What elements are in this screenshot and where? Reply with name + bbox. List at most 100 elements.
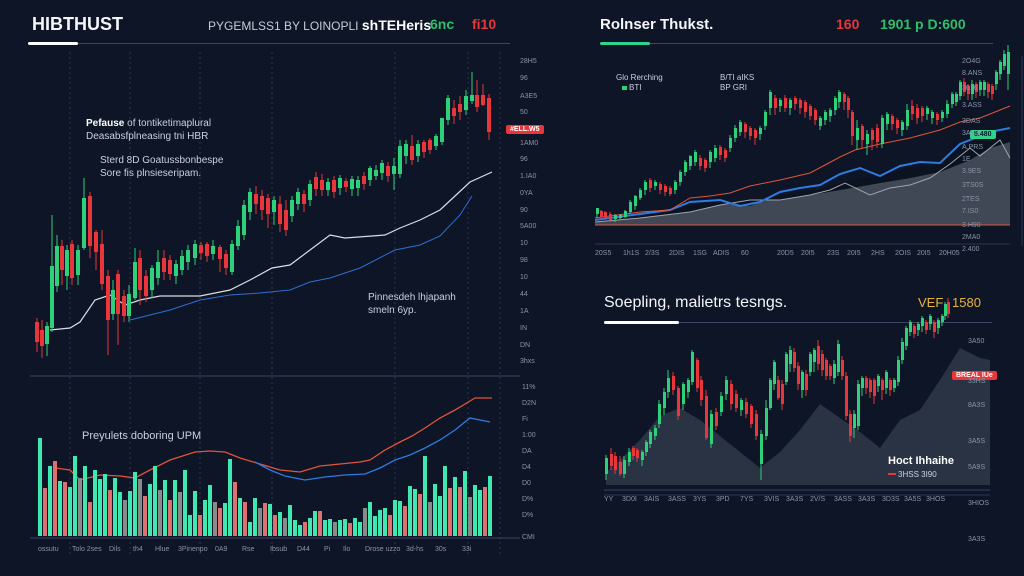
legend-1-sub: BTI <box>629 83 642 92</box>
x-tick: 3d-hs <box>406 546 424 553</box>
x-tick: 3PD <box>716 496 730 503</box>
annotation-2-line1: Sterd 8D Goatussbonbespe <box>100 155 224 166</box>
x-tick: 2OIS <box>895 250 911 257</box>
y-tick: 2O4G <box>962 58 981 65</box>
right-bottom-x-axis: YY 3D0I 3AIS 3ASS 3YS 3PD 7YS 3VIS 3A3S … <box>604 496 990 508</box>
right-bottom-tab-active-indicator[interactable] <box>604 321 679 324</box>
left-volume-chart <box>38 438 492 536</box>
right-top-x-axis: 20S5 1h1S 2/3S 2DIS 1SG ADIS 60 20D5 20I… <box>595 250 1015 262</box>
x-tick: 3A3S <box>786 496 804 503</box>
legend-swatch <box>888 473 896 476</box>
y-tick: 3.ASS <box>962 102 982 109</box>
right-bottom-chart-panel: Soepling, malietrs tesngs. VEF 1580 <box>580 280 1024 576</box>
y-tick: 28H5 <box>520 58 537 65</box>
right-top-y-axis: 2O4G 8.ANS 3016 3.ASS 3DAS 3A8S A.PRS 1E… <box>962 58 1024 253</box>
y-tick: 33HS <box>968 378 986 385</box>
x-tick: 2V/S <box>810 496 826 503</box>
x-tick: 2/3S <box>645 250 660 257</box>
y-tick: D4 <box>522 464 531 471</box>
left-tab-active-indicator[interactable] <box>28 42 78 45</box>
x-tick: 1SG <box>693 250 708 257</box>
right-top-tab-active-indicator[interactable] <box>600 42 650 45</box>
volume-x-axis: ossutu Tolo 2ses Dils th4 Hlue 3Pinenpo … <box>36 546 516 558</box>
annotation-1-line1: of tontiketimaplural <box>124 118 212 129</box>
right-bottom-stat-value: 1580 <box>952 295 981 310</box>
y-tick: 7.IS0 <box>962 208 979 215</box>
y-tick: D0 <box>522 480 531 487</box>
y-tick: 3016 <box>962 85 978 92</box>
left-stat-red: fi10 <box>472 16 497 32</box>
x-tick: 3Pinenpo <box>178 546 208 553</box>
y-tick: D% <box>522 496 534 503</box>
left-price-chart <box>30 52 520 555</box>
x-tick: Ilo <box>343 546 351 553</box>
x-tick: 7YS <box>740 496 754 503</box>
annotation-1-line2: Deasabsfplneasing tni HBR <box>86 130 209 142</box>
annotation-1-bold: Pefause <box>86 118 125 129</box>
y-tick: 5A9S <box>968 464 986 471</box>
x-tick: 3A3S <box>858 496 876 503</box>
y-tick: 96 <box>520 75 528 82</box>
y-tick: 3A50 <box>968 338 985 345</box>
left-stat-green: 6nc <box>430 16 455 32</box>
x-tick: 0A9 <box>215 546 228 553</box>
x-tick: 20I5 <box>917 250 931 257</box>
right-bottom-title: Soepling, malietrs tesngs. <box>604 294 788 311</box>
left-price-tag: #ELL.W5 <box>506 125 544 134</box>
y-tick: 10 <box>520 240 528 247</box>
x-tick: 3ASS <box>668 496 686 503</box>
x-tick: 3D3S <box>882 496 900 503</box>
volume-title: Preyulets doboring UPM <box>82 430 202 442</box>
x-tick: 2DIS <box>669 250 685 257</box>
legend-1-swatch <box>622 86 627 90</box>
left-panel-subtitle: PYGEMLSS1 BY LOINOPLI shTEHeris <box>208 17 431 33</box>
y-tick: 3.H90 <box>962 222 981 229</box>
right-top-price-chart <box>594 45 1023 246</box>
y-tick: 1E <box>962 156 971 163</box>
right-bottom-tab-divider <box>604 322 992 323</box>
annotation-3-line2: smeln 6yp. <box>368 304 417 316</box>
x-tick: 3AIS <box>644 496 660 503</box>
legend-sub: 3HSS 3I90 <box>898 469 937 479</box>
x-tick: 60 <box>741 250 749 257</box>
x-tick: 3HOS <box>926 496 946 503</box>
y-tick: 1.IA0 <box>520 173 537 180</box>
x-tick: 20D5 <box>777 250 794 257</box>
right-top-legend-1: Glo Rerching BTI <box>616 73 663 93</box>
y-tick: 3TS0S <box>962 182 984 189</box>
right-top-stat-green: 1901 p D:600 <box>880 16 966 32</box>
x-tick: ADIS <box>713 250 730 257</box>
x-tick: Dils <box>109 546 121 553</box>
annotation-3-line1: Pinnesdeh lhjapanh <box>368 292 456 303</box>
y-tick: 3A8S <box>962 130 980 137</box>
y-tick: 3.9ES <box>962 168 982 175</box>
y-tick: 2.400 <box>962 246 980 253</box>
y-tick: 5A00 <box>520 223 537 230</box>
right-top-tab-divider <box>600 43 993 44</box>
y-tick: 0YA <box>520 190 533 197</box>
left-annotation-3: Pinnesdeh lhjapanh smeln 6yp. <box>368 292 456 317</box>
y-tick: Fi <box>522 416 528 423</box>
left-annotation-1: Pefause of tontiketimaplural Deasabsfpln… <box>86 118 211 143</box>
right-top-chart-panel: Rolnser Thukst. 160 1901 p D:600 Glo Rer… <box>580 0 1024 280</box>
y-tick: 10 <box>520 274 528 281</box>
x-tick: 20S5 <box>595 250 612 257</box>
y-tick: 8A3S <box>968 402 986 409</box>
x-tick: 20H05 <box>939 250 960 257</box>
y-tick: 44 <box>520 291 528 298</box>
y-tick: 8.ANS <box>962 70 983 77</box>
x-tick: Hlue <box>155 546 170 553</box>
y-tick: D% <box>522 512 534 519</box>
x-tick: D44 <box>297 546 310 553</box>
left-chart-panel: HIBTHUST PYGEMLSS1 BY LOINOPLI shTEHeris… <box>28 14 544 558</box>
x-tick: 3ASS <box>834 496 852 503</box>
right-bottom-price-chart <box>604 298 990 496</box>
y-tick: 1A <box>520 308 529 315</box>
x-tick: 20I5 <box>847 250 861 257</box>
y-tick: CMI <box>522 534 535 541</box>
x-tick: Drose uzzo <box>365 546 401 553</box>
x-tick: 3A5S <box>904 496 922 503</box>
x-tick: 3D0I <box>622 496 637 503</box>
y-tick: 96 <box>520 156 528 163</box>
y-tick: IN <box>520 325 527 332</box>
